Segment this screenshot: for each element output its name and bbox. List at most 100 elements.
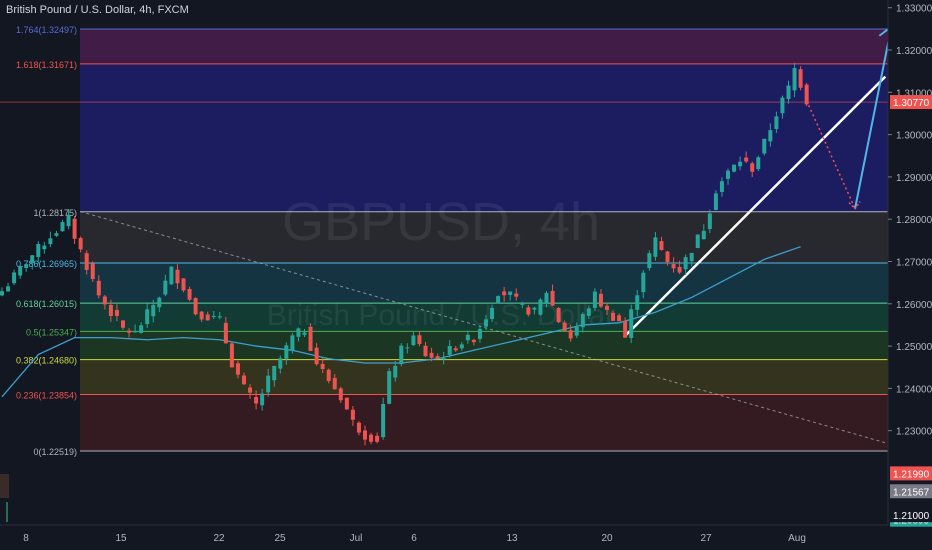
candle[interactable]: [580, 312, 585, 333]
candle[interactable]: [756, 155, 761, 172]
candles[interactable]: [0, 62, 809, 446]
candle[interactable]: [284, 342, 289, 365]
candle[interactable]: [508, 291, 513, 301]
candle[interactable]: [302, 328, 307, 338]
candle[interactable]: [713, 190, 718, 211]
candle[interactable]: [744, 151, 749, 164]
candle[interactable]: [453, 345, 458, 352]
candle[interactable]: [647, 250, 652, 271]
candle[interactable]: [544, 291, 549, 308]
candle[interactable]: [574, 322, 579, 339]
candle[interactable]: [683, 254, 688, 275]
candle[interactable]: [363, 425, 367, 446]
candle[interactable]: [254, 390, 259, 410]
candle[interactable]: [623, 317, 628, 338]
candle[interactable]: [187, 286, 192, 302]
candle[interactable]: [562, 320, 567, 332]
candle[interactable]: [598, 289, 603, 308]
candle[interactable]: [18, 265, 23, 279]
candle[interactable]: [526, 304, 531, 317]
candle[interactable]: [235, 360, 240, 379]
candle[interactable]: [726, 168, 730, 185]
candle[interactable]: [447, 340, 452, 358]
candle[interactable]: [72, 215, 77, 244]
candle[interactable]: [641, 270, 646, 299]
candle[interactable]: [193, 297, 198, 316]
candle[interactable]: [326, 368, 331, 384]
candle[interactable]: [96, 275, 101, 299]
candle[interactable]: [465, 330, 470, 344]
candle[interactable]: [399, 343, 404, 367]
fibonacci-extension[interactable]: 1.764(1.32497) 1.618(1.31671) 1(1.28175) 0.…: [16, 25, 888, 457]
candle[interactable]: [157, 296, 162, 313]
candle[interactable]: [738, 156, 743, 171]
candle[interactable]: [762, 138, 767, 156]
candle[interactable]: [635, 289, 640, 317]
candle[interactable]: [653, 232, 658, 261]
candle[interactable]: [532, 306, 537, 315]
candle[interactable]: [502, 286, 507, 302]
candle[interactable]: [90, 261, 95, 282]
candle[interactable]: [308, 323, 313, 352]
candle[interactable]: [520, 301, 525, 309]
candle[interactable]: [133, 324, 138, 333]
candle[interactable]: [199, 311, 204, 323]
candle[interactable]: [369, 432, 374, 445]
candle[interactable]: [514, 288, 519, 301]
candle[interactable]: [786, 80, 791, 104]
candle[interactable]: [490, 304, 495, 323]
candle[interactable]: [211, 310, 216, 319]
candle[interactable]: [804, 82, 809, 106]
candle[interactable]: [695, 234, 700, 249]
candle[interactable]: [659, 236, 664, 251]
candle[interactable]: [798, 66, 803, 91]
candle[interactable]: [689, 252, 694, 267]
candle[interactable]: [30, 254, 35, 270]
candle[interactable]: [242, 372, 246, 386]
candle[interactable]: [108, 299, 113, 322]
candle[interactable]: [671, 257, 676, 273]
candle[interactable]: [471, 338, 476, 346]
candle[interactable]: [629, 304, 634, 344]
candle[interactable]: [229, 341, 234, 368]
candle[interactable]: [774, 111, 779, 133]
candle[interactable]: [677, 260, 682, 275]
candle[interactable]: [484, 314, 488, 330]
candle[interactable]: [387, 368, 392, 405]
trend-line[interactable]: [624, 75, 887, 337]
candle[interactable]: [36, 241, 41, 264]
candle[interactable]: [405, 343, 410, 354]
candle[interactable]: [338, 386, 343, 403]
candle[interactable]: [665, 250, 670, 266]
candle[interactable]: [320, 357, 325, 374]
candle[interactable]: [375, 432, 380, 444]
candle[interactable]: [344, 397, 349, 410]
candle[interactable]: [217, 312, 222, 320]
candle[interactable]: [260, 388, 265, 411]
candle[interactable]: [60, 219, 65, 232]
candle[interactable]: [66, 208, 71, 230]
candle[interactable]: [429, 347, 434, 362]
candle[interactable]: [0, 287, 4, 297]
candle[interactable]: [780, 95, 785, 119]
candle[interactable]: [393, 361, 398, 382]
candle[interactable]: [496, 295, 501, 304]
candle[interactable]: [381, 397, 386, 440]
candle[interactable]: [296, 327, 301, 342]
candle[interactable]: [538, 297, 543, 316]
candle[interactable]: [792, 62, 797, 98]
candle[interactable]: [121, 320, 125, 330]
candle[interactable]: [127, 327, 132, 338]
candle[interactable]: [435, 353, 440, 360]
candle[interactable]: [223, 316, 228, 344]
candle[interactable]: [314, 343, 319, 366]
candle[interactable]: [701, 224, 706, 240]
candle[interactable]: [768, 123, 773, 147]
candle[interactable]: [42, 241, 47, 254]
candle[interactable]: [290, 332, 295, 354]
projection-up-line[interactable]: [854, 26, 893, 209]
candle[interactable]: [169, 266, 174, 285]
candle[interactable]: [356, 421, 361, 436]
candle[interactable]: [332, 374, 337, 390]
candle[interactable]: [417, 331, 422, 347]
